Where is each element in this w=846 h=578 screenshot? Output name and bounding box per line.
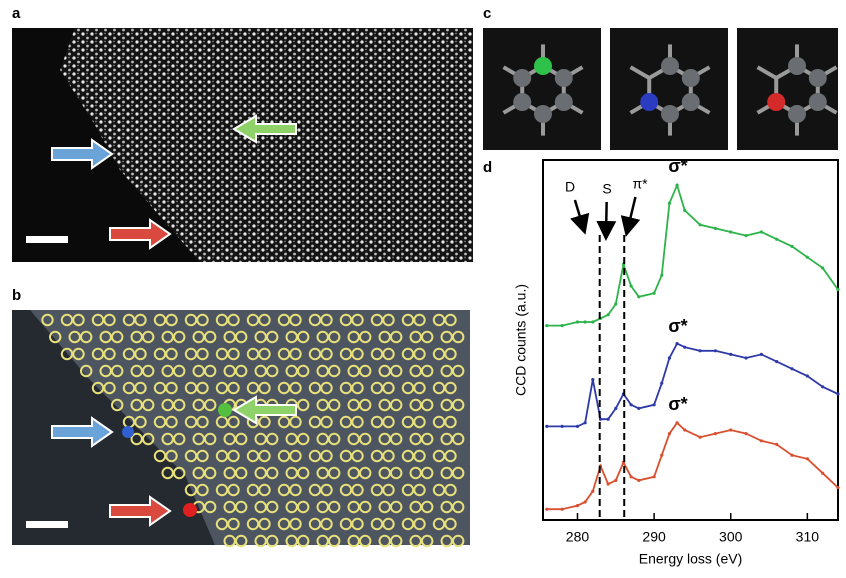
annotation: σ* bbox=[668, 156, 687, 176]
carbon-atom bbox=[788, 105, 806, 123]
figure: a b c d 280 290 300 310 Energy loss (eV) CCD … bbox=[0, 0, 846, 573]
spectrum-line bbox=[547, 185, 838, 325]
carbon-atom bbox=[788, 57, 806, 75]
annotation: σ* bbox=[668, 394, 687, 414]
annotation: D bbox=[565, 179, 575, 195]
scale-bar bbox=[26, 236, 68, 243]
carbon-atom bbox=[513, 69, 531, 87]
annotation-arrow bbox=[575, 200, 584, 230]
annotation: σ* bbox=[668, 316, 687, 336]
plot-frame bbox=[543, 160, 838, 520]
carbon-atom bbox=[661, 57, 679, 75]
carbon-atom bbox=[555, 69, 573, 87]
dopant-atom bbox=[640, 93, 658, 111]
panel-label: c bbox=[483, 5, 491, 22]
x-tick-label: 300 bbox=[719, 529, 743, 545]
carbon-atom bbox=[534, 105, 552, 123]
panel-label: b bbox=[12, 287, 21, 304]
dopant-atom bbox=[183, 503, 197, 517]
spectrum-line bbox=[547, 344, 838, 427]
dopant-atom bbox=[218, 403, 232, 417]
x-axis-label: Energy loss (eV) bbox=[639, 551, 742, 567]
annotation-arrow bbox=[606, 202, 607, 236]
carbon-atom bbox=[513, 93, 531, 111]
scale-bar bbox=[26, 521, 68, 528]
y-axis-label: CCD counts (a.u.) bbox=[513, 284, 529, 396]
carbon-atom bbox=[682, 69, 700, 87]
spectrum-line bbox=[547, 423, 838, 509]
x-tick-label: 280 bbox=[566, 529, 590, 545]
panel-label: d bbox=[483, 159, 492, 176]
structure-tile bbox=[737, 28, 838, 150]
panel-label: a bbox=[12, 5, 21, 22]
dopant-atom bbox=[767, 93, 785, 111]
carbon-atom bbox=[809, 93, 827, 111]
x-tick-label: 310 bbox=[796, 529, 820, 545]
carbon-atom bbox=[682, 93, 700, 111]
carbon-atom bbox=[555, 93, 573, 111]
carbon-atom bbox=[809, 69, 827, 87]
dopant-atom bbox=[534, 57, 552, 75]
annotation: π* bbox=[632, 176, 648, 192]
x-tick-label: 290 bbox=[642, 529, 666, 545]
dopant-atom bbox=[122, 426, 134, 438]
carbon-atom bbox=[661, 105, 679, 123]
annotation-arrow bbox=[627, 197, 635, 232]
annotation: S bbox=[602, 181, 611, 197]
